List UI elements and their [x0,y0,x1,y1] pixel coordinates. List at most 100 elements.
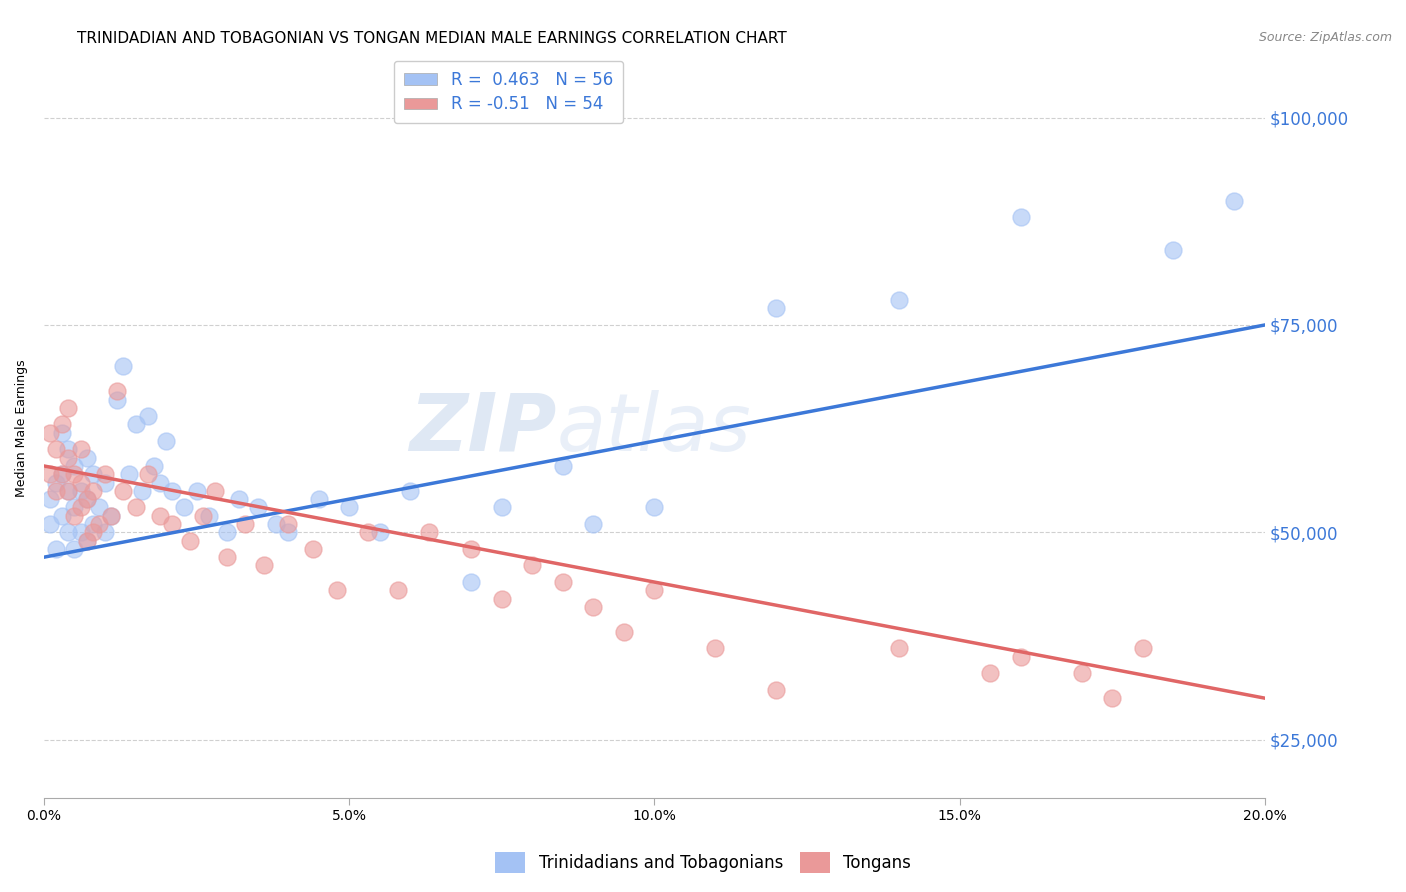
Point [155,434,177,448]
Point [94,475,117,490]
Point [887,641,910,656]
Point [1132,641,1154,656]
Point [112,483,135,498]
Legend: Trinidadians and Tobagonians, Tongans: Trinidadians and Tobagonians, Tongans [488,846,918,880]
Point [51,467,73,482]
Point [45,442,67,457]
Point [94,467,117,482]
Point [264,516,287,531]
Point [551,458,574,473]
Point [76,450,98,465]
Point [704,641,727,656]
Point [63,508,86,523]
Point [356,525,378,540]
Point [58,442,80,457]
Point [1161,244,1184,258]
Point [217,525,239,540]
Point [82,483,104,498]
Text: TRINIDADIAN AND TOBAGONIAN VS TONGAN MEDIAN MALE EARNINGS CORRELATION CHART: TRINIDADIAN AND TOBAGONIAN VS TONGAN MED… [77,31,787,46]
Point [308,492,330,507]
Point [58,483,80,498]
Point [217,550,239,565]
Point [1010,210,1032,224]
Point [142,458,165,473]
Point [136,409,159,424]
Point [131,483,153,498]
Point [582,599,605,614]
Point [39,425,62,440]
Text: ZIP: ZIP [409,390,557,467]
Point [112,359,135,374]
Point [76,492,98,507]
Point [51,417,73,432]
Point [551,575,574,590]
Point [100,508,122,523]
Point [197,508,219,523]
Point [582,516,605,531]
Point [765,301,787,316]
Point [87,500,110,515]
Point [69,500,91,515]
Point [69,442,91,457]
Text: Source: ZipAtlas.com: Source: ZipAtlas.com [1258,31,1392,45]
Point [149,475,172,490]
Point [39,467,62,482]
Point [69,525,91,540]
Point [253,558,276,573]
Point [228,492,250,507]
Point [87,516,110,531]
Point [69,483,91,498]
Point [173,500,195,515]
Point [387,583,409,598]
Point [1223,194,1246,208]
Point [337,500,360,515]
Point [1070,666,1092,681]
Point [124,500,146,515]
Point [51,467,73,482]
Point [887,293,910,307]
Point [1010,649,1032,664]
Point [191,508,214,523]
Legend: R =  0.463   N = 56, R = -0.51   N = 54: R = 0.463 N = 56, R = -0.51 N = 54 [394,61,623,123]
Point [69,475,91,490]
Point [399,483,422,498]
Text: atlas: atlas [557,390,751,467]
Point [45,475,67,490]
Point [149,508,172,523]
Point [979,666,1001,681]
Point [63,500,86,515]
Point [76,533,98,548]
Point [63,467,86,482]
Point [643,500,665,515]
Point [94,525,117,540]
Point [58,525,80,540]
Point [460,575,482,590]
Point [160,516,183,531]
Point [491,500,513,515]
Point [118,467,141,482]
Point [522,558,544,573]
Point [39,516,62,531]
Point [179,533,201,548]
Point [277,516,299,531]
Y-axis label: Median Male Earnings: Median Male Earnings [15,359,28,498]
Point [82,525,104,540]
Point [105,384,128,399]
Point [204,483,226,498]
Point [277,525,299,540]
Point [136,467,159,482]
Point [51,508,73,523]
Point [76,492,98,507]
Point [45,483,67,498]
Point [418,525,440,540]
Point [1101,691,1123,706]
Point [765,682,787,697]
Point [368,525,391,540]
Point [246,500,269,515]
Point [460,541,482,556]
Point [235,516,257,531]
Point [63,458,86,473]
Point [124,417,146,432]
Point [160,483,183,498]
Point [105,392,128,407]
